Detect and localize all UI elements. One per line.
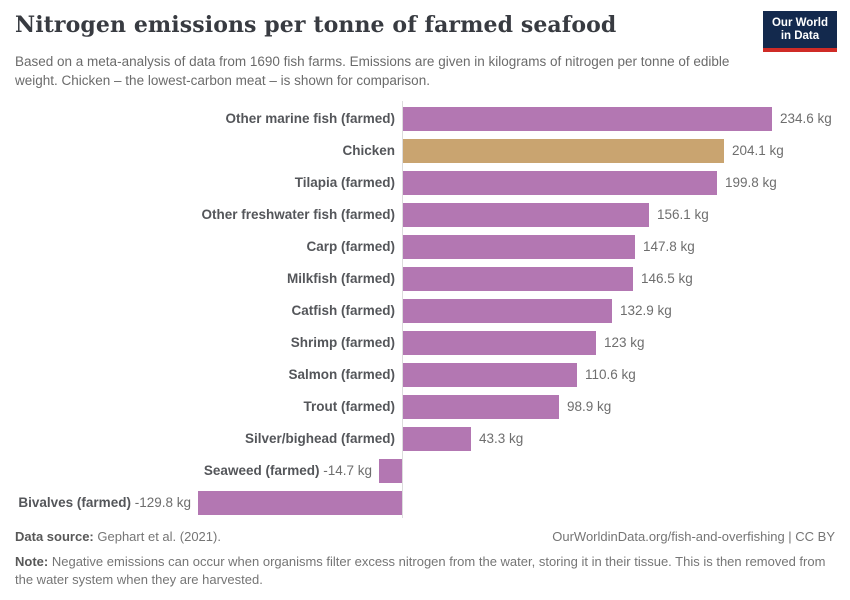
attribution-link[interactable]: OurWorldinData.org/fish-and-overfishing … — [552, 529, 835, 544]
bar-chart: Other marine fish (farmed) 234.6 kg Chicke… — [0, 101, 850, 522]
bar-label: Chicken — [342, 143, 395, 158]
bar-label: Seaweed (farmed) -14.7 kg — [204, 459, 372, 483]
bar-label: Milkfish (farmed) — [286, 271, 395, 286]
bar[interactable] — [198, 491, 402, 515]
chart-row: Silver/bighead (farmed) 43.3 kg — [0, 427, 850, 457]
bar[interactable] — [403, 299, 612, 323]
bar-label: Trout (farmed) — [303, 399, 395, 414]
bar[interactable] — [403, 107, 772, 131]
bar-label: Silver/bighead (farmed) — [244, 431, 395, 446]
owid-logo-box: Our World in Data — [762, 11, 837, 48]
bar-label: Bivalves (farmed) -129.8 kg — [18, 491, 191, 515]
bar-label: Catfish (farmed) — [291, 303, 395, 318]
data-source-value: Gephart et al. (2021). — [97, 529, 221, 544]
chart-note-text: Negative emissions can occur when organi… — [15, 554, 826, 587]
chart-row: Chicken 204.1 kg — [0, 139, 850, 169]
chart-footer: Data source: Gephart et al. (2021). OurW… — [15, 528, 835, 589]
bar-value: 146.5 kg — [641, 271, 693, 286]
bar-value: -14.7 kg — [323, 463, 372, 478]
bar-label: Shrimp (farmed) — [290, 335, 395, 350]
chart-row: Shrimp (farmed) 123 kg — [0, 331, 850, 361]
chart-row: Carp (farmed) 147.8 kg — [0, 235, 850, 265]
chart-row: Catfish (farmed) 132.9 kg — [0, 299, 850, 329]
chart-row: Seaweed (farmed) -14.7 kg — [0, 459, 850, 489]
chart-row: Trout (farmed) 98.9 kg — [0, 395, 850, 425]
bar-value: 147.8 kg — [643, 239, 695, 254]
chart-row: Tilapia (farmed) 199.8 kg — [0, 171, 850, 201]
chart-note-label: Note: — [15, 554, 49, 569]
bar-label-text: Seaweed (farmed) — [203, 463, 324, 478]
chart-row: Other marine fish (farmed) 234.6 kg — [0, 107, 850, 137]
bar-value: 156.1 kg — [657, 207, 709, 222]
bar-value: 43.3 kg — [479, 431, 524, 446]
chart-note: Note: Negative emissions can occur when … — [15, 553, 827, 589]
bar-value: 234.6 kg — [780, 111, 832, 126]
data-source: Data source: Gephart et al. (2021). — [15, 528, 221, 546]
owid-logo-line1: Our World — [771, 17, 828, 29]
source-row: Data source: Gephart et al. (2021). OurW… — [15, 528, 835, 546]
bar[interactable] — [403, 427, 471, 451]
bar-label: Salmon (farmed) — [288, 367, 395, 382]
bar[interactable] — [403, 363, 577, 387]
bar-label: Other marine fish (farmed) — [225, 111, 395, 126]
bar[interactable] — [403, 331, 596, 355]
chart-row: Other freshwater fish (farmed) 156.1 kg — [0, 203, 850, 233]
bar-value: 199.8 kg — [725, 175, 777, 190]
page-title: Nitrogen emissions per tonne of farmed s… — [15, 12, 617, 38]
bar-label: Other freshwater fish (farmed) — [201, 207, 395, 222]
bar-value: 110.6 kg — [585, 367, 636, 382]
owid-logo-stripe — [762, 48, 837, 52]
bar-value: 132.9 kg — [620, 303, 672, 318]
chart-row: Milkfish (farmed) 146.5 kg — [0, 267, 850, 297]
bar[interactable] — [403, 171, 717, 195]
bar[interactable] — [403, 395, 559, 419]
bar-value: -129.8 kg — [134, 495, 191, 510]
zero-axis-line — [402, 101, 403, 518]
chart-subtitle: Based on a meta-analysis of data from 16… — [15, 54, 730, 88]
data-source-label: Data source: — [15, 529, 94, 544]
bar[interactable] — [403, 235, 635, 259]
bar[interactable] — [403, 203, 649, 227]
chart-row: Salmon (farmed) 110.6 kg — [0, 363, 850, 393]
chart-row: Bivalves (farmed) -129.8 kg — [0, 491, 850, 521]
bar-label: Tilapia (farmed) — [294, 175, 395, 190]
bar[interactable] — [403, 267, 633, 291]
bar[interactable] — [379, 459, 402, 483]
bar-label-text: Bivalves (farmed) — [18, 495, 135, 510]
bar-value: 98.9 kg — [567, 399, 612, 414]
bar[interactable] — [403, 139, 724, 163]
owid-logo-line2: in Data — [780, 30, 820, 42]
bar-label: Carp (farmed) — [306, 239, 395, 254]
owid-logo[interactable]: Our World in Data — [762, 11, 837, 52]
bar-value: 204.1 kg — [732, 143, 784, 158]
bar-value: 123 kg — [604, 335, 645, 350]
